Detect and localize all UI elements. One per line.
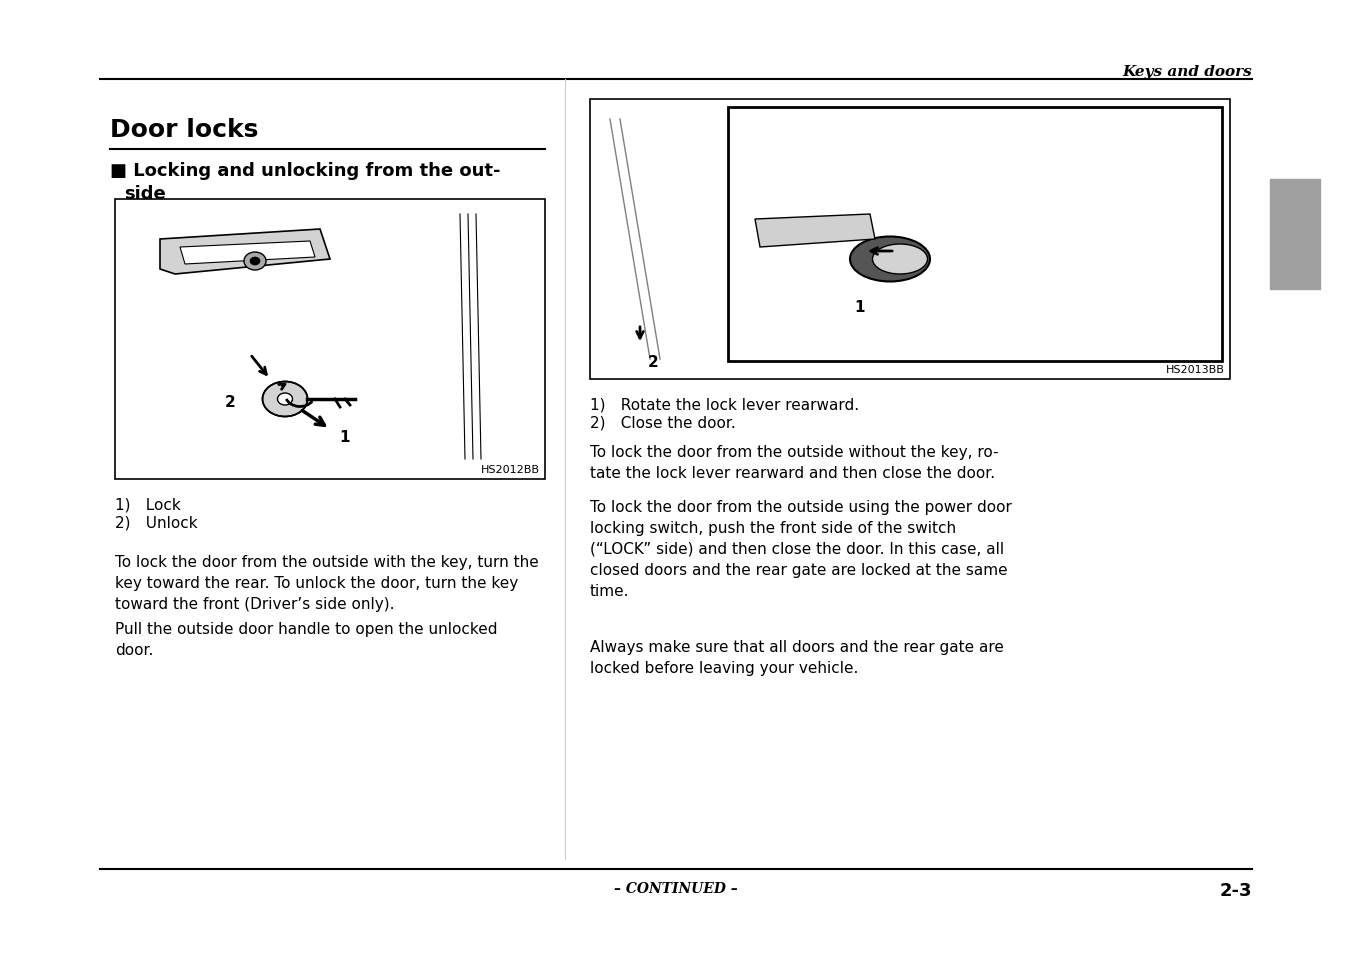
Ellipse shape [250, 257, 260, 266]
Text: Door locks: Door locks [110, 118, 258, 142]
Text: Keys and doors: Keys and doors [1122, 65, 1252, 79]
Ellipse shape [872, 245, 927, 274]
PathPatch shape [754, 214, 875, 248]
Text: 1: 1 [339, 430, 350, 444]
Text: To lock the door from the outside using the power door
locking switch, push the : To lock the door from the outside using … [589, 499, 1011, 598]
Text: 1) Lock: 1) Lock [115, 497, 181, 513]
FancyBboxPatch shape [727, 108, 1222, 361]
Text: 2: 2 [224, 395, 235, 410]
FancyBboxPatch shape [115, 200, 545, 479]
Text: Always make sure that all doors and the rear gate are
locked before leaving your: Always make sure that all doors and the … [589, 639, 1005, 676]
Text: 2-3: 2-3 [1220, 882, 1252, 899]
Text: HS2013BB: HS2013BB [1167, 365, 1225, 375]
FancyBboxPatch shape [1270, 180, 1320, 290]
Text: 2) Close the door.: 2) Close the door. [589, 415, 735, 430]
Text: – CONTINUED –: – CONTINUED – [614, 882, 738, 895]
Text: ■ Locking and unlocking from the out-: ■ Locking and unlocking from the out- [110, 162, 500, 180]
Text: 1: 1 [854, 299, 865, 314]
Text: 1) Rotate the lock lever rearward.: 1) Rotate the lock lever rearward. [589, 397, 859, 413]
Text: 2) Unlock: 2) Unlock [115, 515, 197, 530]
Ellipse shape [850, 237, 930, 282]
FancyBboxPatch shape [589, 100, 1230, 379]
Ellipse shape [277, 394, 292, 406]
PathPatch shape [180, 242, 315, 265]
PathPatch shape [160, 230, 330, 274]
Text: 2: 2 [648, 355, 658, 370]
Text: To lock the door from the outside with the key, turn the
key toward the rear. To: To lock the door from the outside with t… [115, 555, 538, 612]
Text: Pull the outside door handle to open the unlocked
door.: Pull the outside door handle to open the… [115, 621, 498, 658]
Text: To lock the door from the outside without the key, ro-
tate the lock lever rearw: To lock the door from the outside withou… [589, 444, 999, 480]
Ellipse shape [262, 382, 307, 417]
Ellipse shape [243, 253, 266, 271]
Text: HS2012BB: HS2012BB [481, 464, 539, 475]
Text: side: side [124, 185, 166, 203]
